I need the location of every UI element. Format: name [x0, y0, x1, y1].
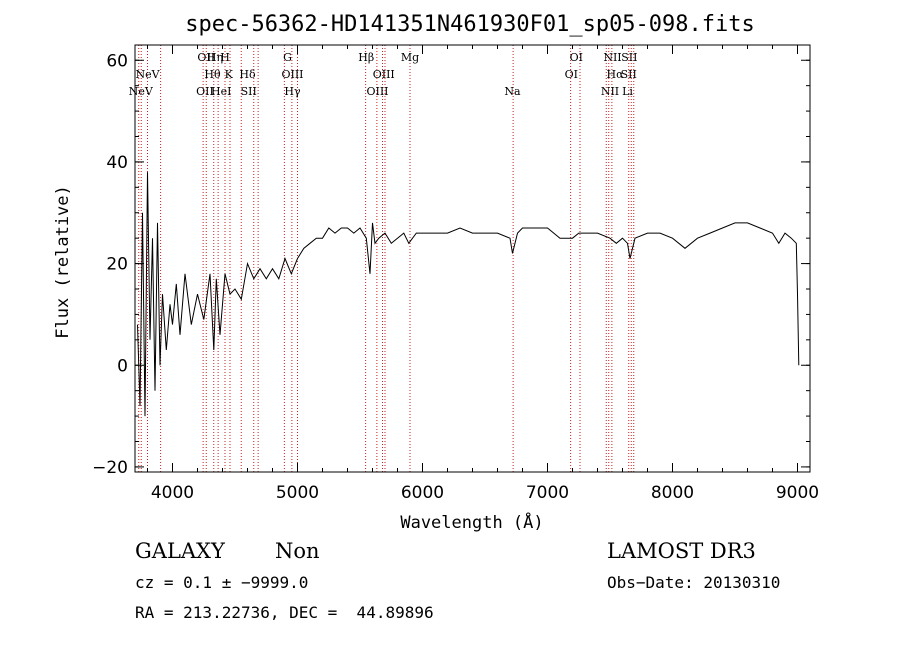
line-label-20: OI: [565, 68, 578, 81]
line-label-7: Hδ: [239, 68, 256, 81]
survey-name: LAMOST DR3: [607, 539, 756, 563]
coordinates: RA = 213.22736, DEC = 44.89896: [135, 603, 434, 622]
y-tick-label-4: 60: [106, 51, 128, 71]
obs-date: Obs−Date: 20130310: [607, 573, 781, 592]
line-label-26: Li: [622, 85, 633, 98]
line-label-16: OIII: [366, 85, 388, 98]
y-tick-label-1: 0: [117, 356, 128, 376]
plot-frame: [134, 44, 811, 473]
line-label-8: OII: [196, 85, 214, 98]
line-label-22: SII: [621, 51, 637, 64]
line-label-4: H: [220, 51, 230, 64]
line-label-10: SII: [241, 85, 257, 98]
y-tick-label-0: −20: [92, 458, 128, 478]
redshift-readout: cz = 0.1 ± −9999.0: [135, 573, 309, 592]
marker-lines: [138, 45, 635, 472]
line-label-17: Mg: [401, 51, 419, 64]
x-tick-label-5: 9000: [776, 483, 819, 503]
line-label-6: K: [225, 68, 234, 81]
x-axis-label: Wavelength (Å): [400, 511, 543, 533]
line-label-2: OII: [197, 51, 215, 64]
line-label-21: NII: [603, 51, 621, 64]
line-label-13: Hγ: [284, 85, 301, 98]
line-label-19: OI: [570, 51, 583, 64]
line-label-14: Hβ: [358, 51, 374, 64]
line-label-9: HeI: [211, 85, 231, 98]
x-tick-label-0: 4000: [151, 483, 194, 503]
line-label-15: OIII: [373, 68, 395, 81]
line-label-11: G: [283, 51, 292, 64]
x-tick-label-2: 6000: [401, 483, 444, 503]
y-tick-label-2: 20: [106, 255, 128, 275]
y-tick-label-3: 40: [106, 153, 128, 173]
line-label-1: NeV: [135, 68, 160, 81]
x-tick-label-4: 8000: [651, 483, 694, 503]
line-label-24: SII: [621, 68, 637, 81]
x-tick-label-1: 5000: [276, 483, 319, 503]
x-tick-label-3: 7000: [526, 483, 569, 503]
line-label-12: OIII: [281, 68, 303, 81]
axis-ticks: 4000 5000 6000 7000 8000 9000 −20 0 20 40 60: [92, 45, 819, 503]
chart-title: spec-56362-HD141351N461930F01_sp05-098.f…: [185, 12, 755, 37]
line-label-25: NII: [601, 85, 619, 98]
object-class: GALAXY: [135, 539, 225, 563]
y-axis-label: Flux (relative): [53, 185, 73, 339]
line-label-5: Hθ: [204, 68, 221, 81]
object-subclass: Non: [275, 539, 320, 563]
line-label-23: Hα: [606, 68, 624, 81]
line-label-18: Na: [504, 85, 521, 98]
line-label-0: NeV: [129, 85, 154, 98]
spectrum-line: [137, 172, 800, 417]
line-label-3: Hη: [207, 51, 223, 64]
